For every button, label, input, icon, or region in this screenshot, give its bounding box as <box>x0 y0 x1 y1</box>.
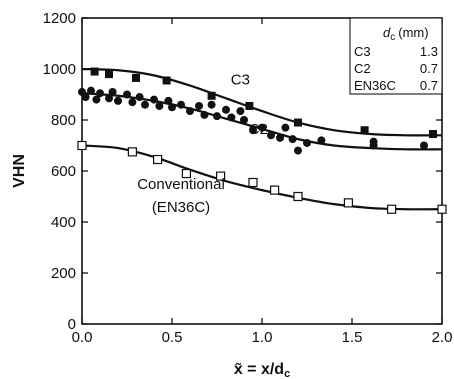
data-point <box>294 118 302 127</box>
data-point <box>437 204 447 214</box>
y-tick-label: 400 <box>51 214 76 231</box>
data-markers <box>77 67 447 214</box>
data-point <box>207 91 216 100</box>
data-point <box>258 123 266 132</box>
data-point <box>153 154 163 165</box>
data-point <box>267 131 275 140</box>
x-tick-label: 1.0 <box>252 329 273 346</box>
axis-ticks: 0.0 0.5 1.0 1.5 2.0 0 200 400 600 800 1000 1200 <box>43 10 453 346</box>
y-tick-label: 200 <box>51 265 76 282</box>
data-point <box>248 177 258 188</box>
data-point <box>207 100 216 109</box>
legend-row-name: EN36C <box>354 78 396 93</box>
series-annotation: Conventional <box>137 176 225 193</box>
data-point <box>132 73 140 82</box>
data-point <box>195 101 203 110</box>
legend-row-name: C2 <box>354 61 371 76</box>
data-point <box>155 101 164 110</box>
data-point <box>227 113 236 122</box>
x-tick-label: 0.0 <box>72 329 93 346</box>
y-tick-label: 1000 <box>43 61 76 78</box>
x-tick-label: 1.5 <box>342 329 363 346</box>
data-point <box>276 133 284 142</box>
data-point <box>216 171 226 181</box>
data-point <box>303 138 311 147</box>
data-point <box>108 87 117 96</box>
data-point <box>343 198 353 208</box>
data-point <box>360 126 369 135</box>
data-point <box>90 67 99 76</box>
data-point <box>181 168 191 179</box>
data-point <box>429 130 437 139</box>
data-point <box>128 98 137 107</box>
data-point <box>270 185 280 195</box>
data-point <box>177 100 185 109</box>
data-point <box>141 100 149 109</box>
x-tick-label: 0.5 <box>162 329 183 346</box>
y-tick-label: 800 <box>51 112 76 129</box>
data-point <box>77 140 87 151</box>
legend-row-value: 1.3 <box>420 44 438 59</box>
data-point <box>150 95 158 104</box>
series-annotation: C2 <box>249 121 268 138</box>
data-point <box>164 96 173 105</box>
data-point <box>317 136 326 145</box>
data-point <box>162 76 171 85</box>
series-annotation: C3 <box>231 71 250 88</box>
series-annotations: C3 C2 Conventional (EN36C) <box>137 71 268 216</box>
data-point <box>420 141 428 150</box>
legend-row-value: 0.7 <box>420 78 438 93</box>
data-point <box>236 107 245 116</box>
data-point <box>222 105 230 114</box>
data-point <box>105 94 113 103</box>
data-point <box>135 93 144 102</box>
data-point <box>213 112 221 121</box>
data-point <box>369 137 378 146</box>
data-point <box>387 204 397 214</box>
legend-row-name: C3 <box>354 44 371 59</box>
y-tick-label: 600 <box>51 163 76 180</box>
data-point <box>96 89 104 98</box>
x-axis-label: x̃ = x/dc <box>234 361 290 379</box>
data-point <box>288 135 297 144</box>
data-point <box>87 86 95 95</box>
y-axis-label: VHN <box>11 154 28 188</box>
data-point <box>186 107 194 116</box>
fit-curve <box>81 144 443 211</box>
data-point <box>168 103 176 112</box>
data-point <box>200 110 209 119</box>
data-point <box>294 146 302 155</box>
y-tick-label: 1200 <box>43 10 76 27</box>
data-point <box>92 95 101 104</box>
data-point <box>127 147 137 157</box>
legend-header: dc (mm) <box>383 25 429 43</box>
series-annotation: (EN36C) <box>152 199 210 216</box>
data-point <box>105 70 113 79</box>
legend-table: dc (mm) C3 1.3 C2 0.7 EN36C 0.7 <box>349 17 443 95</box>
data-point <box>240 116 248 124</box>
y-tick-label: 0 <box>68 316 76 333</box>
fit-curve <box>81 67 443 137</box>
data-point <box>114 96 122 105</box>
legend-row-value: 0.7 <box>420 61 438 76</box>
data-point <box>249 126 257 135</box>
data-point <box>281 123 290 132</box>
x-tick-label: 2.0 <box>432 329 453 346</box>
data-point <box>123 90 131 99</box>
data-point <box>81 93 90 102</box>
data-point <box>245 101 254 110</box>
data-point <box>293 191 303 202</box>
